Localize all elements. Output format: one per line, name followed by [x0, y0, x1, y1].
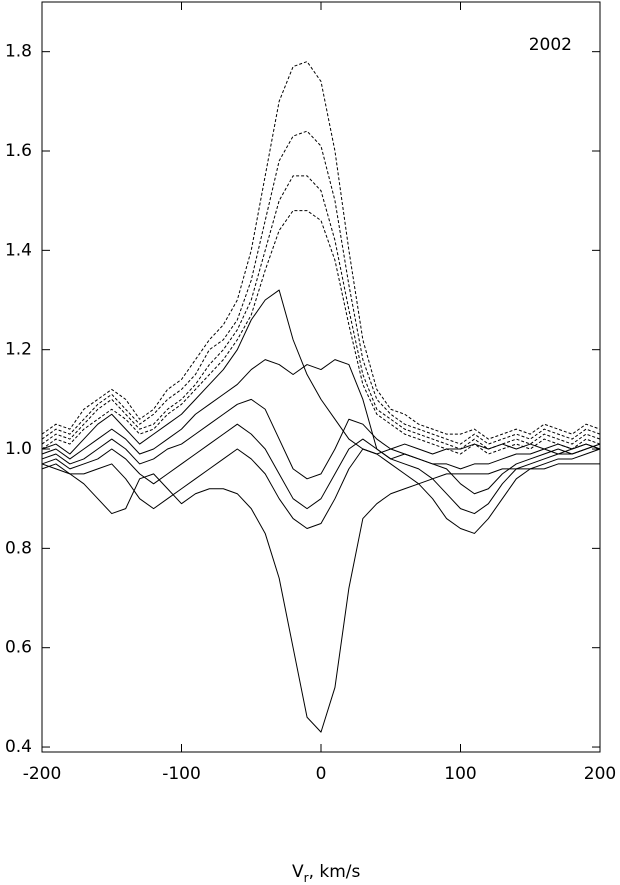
- series-line: [41, 359, 601, 470]
- series-line: [41, 423, 601, 515]
- series-line: [41, 130, 601, 445]
- annotation: 2002: [529, 35, 572, 55]
- y-tick-label: 0.6: [5, 638, 32, 658]
- y-tick-label: 1.6: [5, 141, 32, 161]
- x-label-main: V: [292, 862, 304, 882]
- series-line: [41, 398, 601, 495]
- x-tick-label: 0: [316, 764, 327, 784]
- y-tick-label: 0.4: [5, 737, 32, 757]
- series-line: [41, 175, 601, 450]
- series-line: [41, 61, 601, 440]
- series-line: [41, 448, 601, 534]
- x-label-sub: r: [304, 871, 309, 885]
- y-tick-label: 1.0: [5, 439, 32, 459]
- x-label-rest: , km/s: [309, 862, 361, 882]
- y-tick-label: 0.8: [5, 538, 32, 558]
- series-line: [41, 210, 601, 455]
- y-tick-label: 1.4: [5, 240, 32, 260]
- series-line: [41, 463, 600, 733]
- y-tick-label: 1.2: [5, 340, 32, 360]
- x-tick-label: -200: [23, 764, 62, 784]
- y-tick-label: 1.8: [5, 42, 32, 62]
- x-tick-label: 200: [584, 764, 616, 784]
- x-tick-label: 100: [444, 764, 476, 784]
- series-line: [41, 289, 601, 455]
- x-axis-label: Vr, km/s: [292, 862, 361, 885]
- x-tick-label: -100: [162, 764, 201, 784]
- plot-frame: [41, 1, 601, 753]
